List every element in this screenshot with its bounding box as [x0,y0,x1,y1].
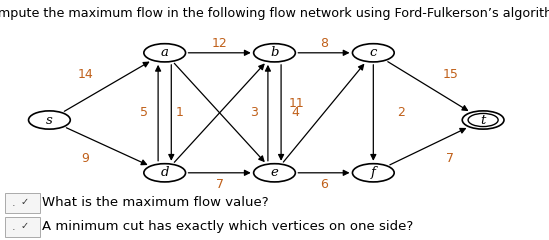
Text: 4: 4 [292,106,299,119]
Text: 8: 8 [320,37,328,50]
Text: s: s [46,114,53,126]
Circle shape [144,44,186,62]
Circle shape [254,44,295,62]
Text: c: c [369,46,377,59]
Circle shape [352,44,394,62]
Text: 7: 7 [446,152,454,165]
Circle shape [462,111,504,129]
Text: b: b [270,46,279,59]
Circle shape [254,164,295,182]
FancyBboxPatch shape [5,216,40,237]
Circle shape [29,111,70,129]
Text: f: f [371,166,376,179]
Text: 15: 15 [442,68,458,81]
Text: t: t [480,114,486,126]
Text: 14: 14 [77,68,93,81]
Text: 1: 1 [176,106,184,119]
Text: 3: 3 [250,106,257,119]
Text: ✓: ✓ [20,221,29,231]
Text: 6: 6 [320,178,328,191]
Text: 5: 5 [140,106,148,119]
Text: 11: 11 [289,97,304,110]
Text: What is the maximum flow value?: What is the maximum flow value? [42,196,269,209]
Text: A minimum cut has exactly which vertices on one side?: A minimum cut has exactly which vertices… [42,220,413,233]
Text: 7: 7 [216,178,223,191]
Text: e: e [271,166,278,179]
Text: 9: 9 [81,152,89,165]
FancyBboxPatch shape [5,192,40,213]
Circle shape [352,164,394,182]
Text: .: . [12,198,15,208]
Circle shape [144,164,186,182]
Text: a: a [161,46,169,59]
Text: 2: 2 [397,106,405,119]
Text: ✓: ✓ [20,197,29,207]
Text: 12: 12 [212,37,227,50]
Text: .: . [12,222,15,232]
Text: Compute the maximum flow in the following flow network using Ford-Fulkerson’s al: Compute the maximum flow in the followin… [0,7,549,20]
Text: d: d [160,166,169,179]
